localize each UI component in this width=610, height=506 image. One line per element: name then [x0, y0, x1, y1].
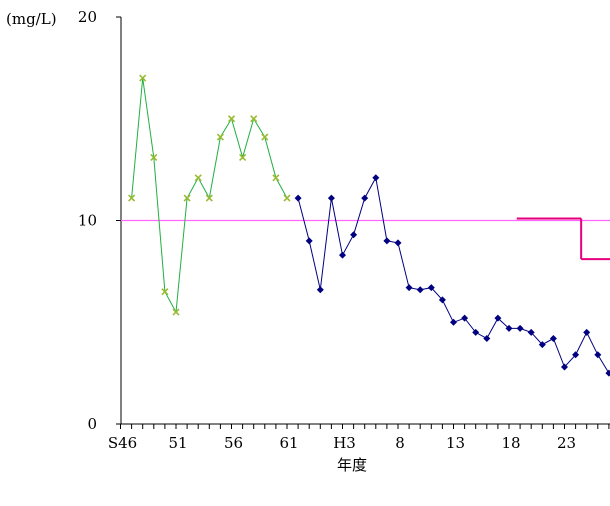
data-point-diamond [361, 194, 369, 202]
data-point-diamond [494, 314, 502, 322]
data-point-diamond [372, 174, 380, 182]
data-point-x-marker [194, 174, 202, 182]
data-point-diamond [327, 194, 335, 202]
data-point-diamond [505, 324, 513, 332]
data-point-diamond [605, 369, 610, 377]
data-point-x-marker [172, 308, 180, 316]
marker-stroke [283, 194, 291, 202]
data-point-diamond [305, 237, 313, 245]
data-point-x-marker [239, 153, 247, 161]
data-point-diamond [527, 328, 535, 336]
marker-stroke [205, 194, 213, 202]
data-point-diamond [350, 231, 358, 239]
data-point-diamond [316, 286, 324, 294]
data-point-x-marker [250, 115, 258, 123]
series-line [131, 78, 288, 314]
x-tick-label: 23 [557, 434, 576, 452]
series-line [297, 176, 610, 374]
data-point-diamond [383, 237, 391, 245]
reference-lines [121, 217, 610, 261]
marker-stroke [272, 174, 280, 182]
series-group [128, 74, 610, 377]
data-point-x-marker [283, 194, 291, 202]
marker-stroke [227, 115, 236, 123]
data-point-x-marker [150, 153, 158, 161]
marker-stroke [250, 115, 258, 123]
marker-stroke [194, 174, 202, 182]
data-point-diamond [394, 239, 402, 247]
data-point-diamond [572, 351, 580, 359]
marker-stroke [183, 194, 191, 202]
data-point-diamond [339, 251, 346, 259]
marker-stroke [150, 153, 158, 161]
marker-stroke [239, 153, 247, 161]
axes: 0 10 20 S46 51 56 61 H3 8 13 18 23 [78, 8, 610, 452]
data-point-diamond [583, 328, 591, 336]
data-point-diamond [405, 284, 413, 292]
data-point-diamond [427, 284, 435, 292]
y-tick-label: 20 [78, 8, 97, 26]
data-point-diamond [549, 335, 557, 343]
x-tick-label: H3 [333, 434, 356, 452]
data-point-x-marker [216, 133, 224, 141]
data-point-diamond [516, 324, 524, 332]
data-point-x-marker [183, 194, 191, 202]
data-point-diamond [450, 318, 457, 326]
x-tick-label: 13 [446, 434, 465, 452]
data-point-x-marker [261, 133, 269, 141]
data-point-x-marker [272, 174, 280, 182]
data-point-x-marker [139, 74, 147, 82]
data-point-diamond [416, 286, 424, 294]
data-point-diamond [561, 363, 568, 371]
data-point-x-marker [227, 115, 236, 123]
marker-stroke [139, 74, 147, 82]
x-tick-label: 18 [501, 434, 520, 452]
data-point-x-marker [161, 288, 169, 296]
y-tick-label: 0 [87, 415, 97, 433]
x-tick-label: S46 [108, 434, 137, 452]
y-tick-label: 10 [78, 212, 97, 230]
marker-stroke [172, 308, 180, 316]
data-point-diamond [538, 341, 546, 349]
data-point-x-marker [205, 194, 213, 202]
x-tick-label: 8 [395, 434, 405, 452]
data-point-diamond [594, 351, 602, 359]
marker-stroke [216, 133, 224, 141]
marker-stroke [128, 194, 136, 202]
y-axis-label: (mg/L) [6, 10, 57, 28]
x-tick-label: 56 [224, 434, 243, 452]
data-point-x-marker [128, 194, 136, 202]
x-tick-label: 51 [168, 434, 187, 452]
x-axis-label: 年度 [337, 456, 367, 474]
marker-stroke [161, 288, 169, 296]
data-point-diamond [472, 328, 480, 336]
data-point-diamond [294, 194, 302, 202]
data-point-diamond [438, 296, 446, 304]
x-tick-label: 61 [279, 434, 298, 452]
data-point-diamond [461, 314, 469, 322]
marker-stroke [261, 133, 269, 141]
data-point-diamond [483, 335, 491, 343]
